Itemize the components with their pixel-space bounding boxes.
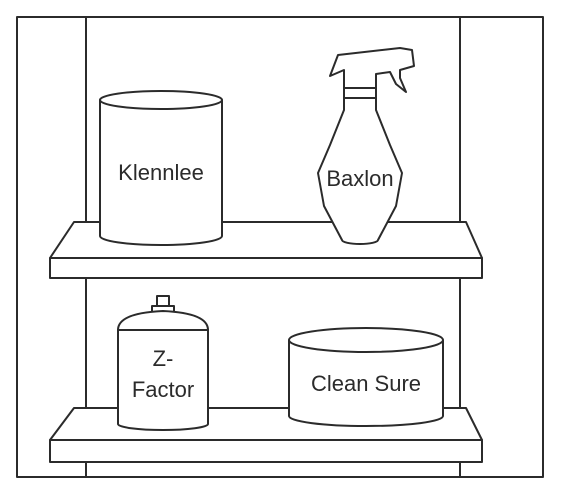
paint-can-icon	[99, 99, 223, 246]
zfactor-aerosol-can[interactable]: Z- Factor	[117, 295, 209, 431]
klennlee-label: Klennlee	[118, 160, 204, 185]
zfactor-label-line1: Z-	[153, 346, 174, 371]
klennlee-can[interactable]: Klennlee	[99, 90, 223, 246]
baxlon-spray-bottle[interactable]: Baxlon	[317, 47, 415, 245]
cabinet-outer-border	[16, 16, 544, 478]
tub-container-icon	[288, 339, 444, 427]
cleansure-label: Clean Sure	[311, 371, 421, 396]
aerosol-can-icon	[117, 295, 209, 431]
spray-trigger-head	[329, 47, 415, 93]
zfactor-label-line2: Factor	[132, 377, 194, 402]
paint-can-lid	[99, 90, 223, 110]
spray-bottle-body	[317, 87, 403, 245]
lower-shelf-front	[49, 439, 483, 463]
spray-bottle-icon	[317, 47, 415, 245]
upper-shelf-front	[49, 257, 483, 279]
cleansure-tub[interactable]: Clean Sure	[288, 327, 444, 427]
baxlon-label: Baxlon	[326, 166, 393, 191]
aerosol-dome	[117, 310, 209, 331]
aerosol-body	[117, 329, 209, 431]
tub-lid	[288, 327, 444, 353]
